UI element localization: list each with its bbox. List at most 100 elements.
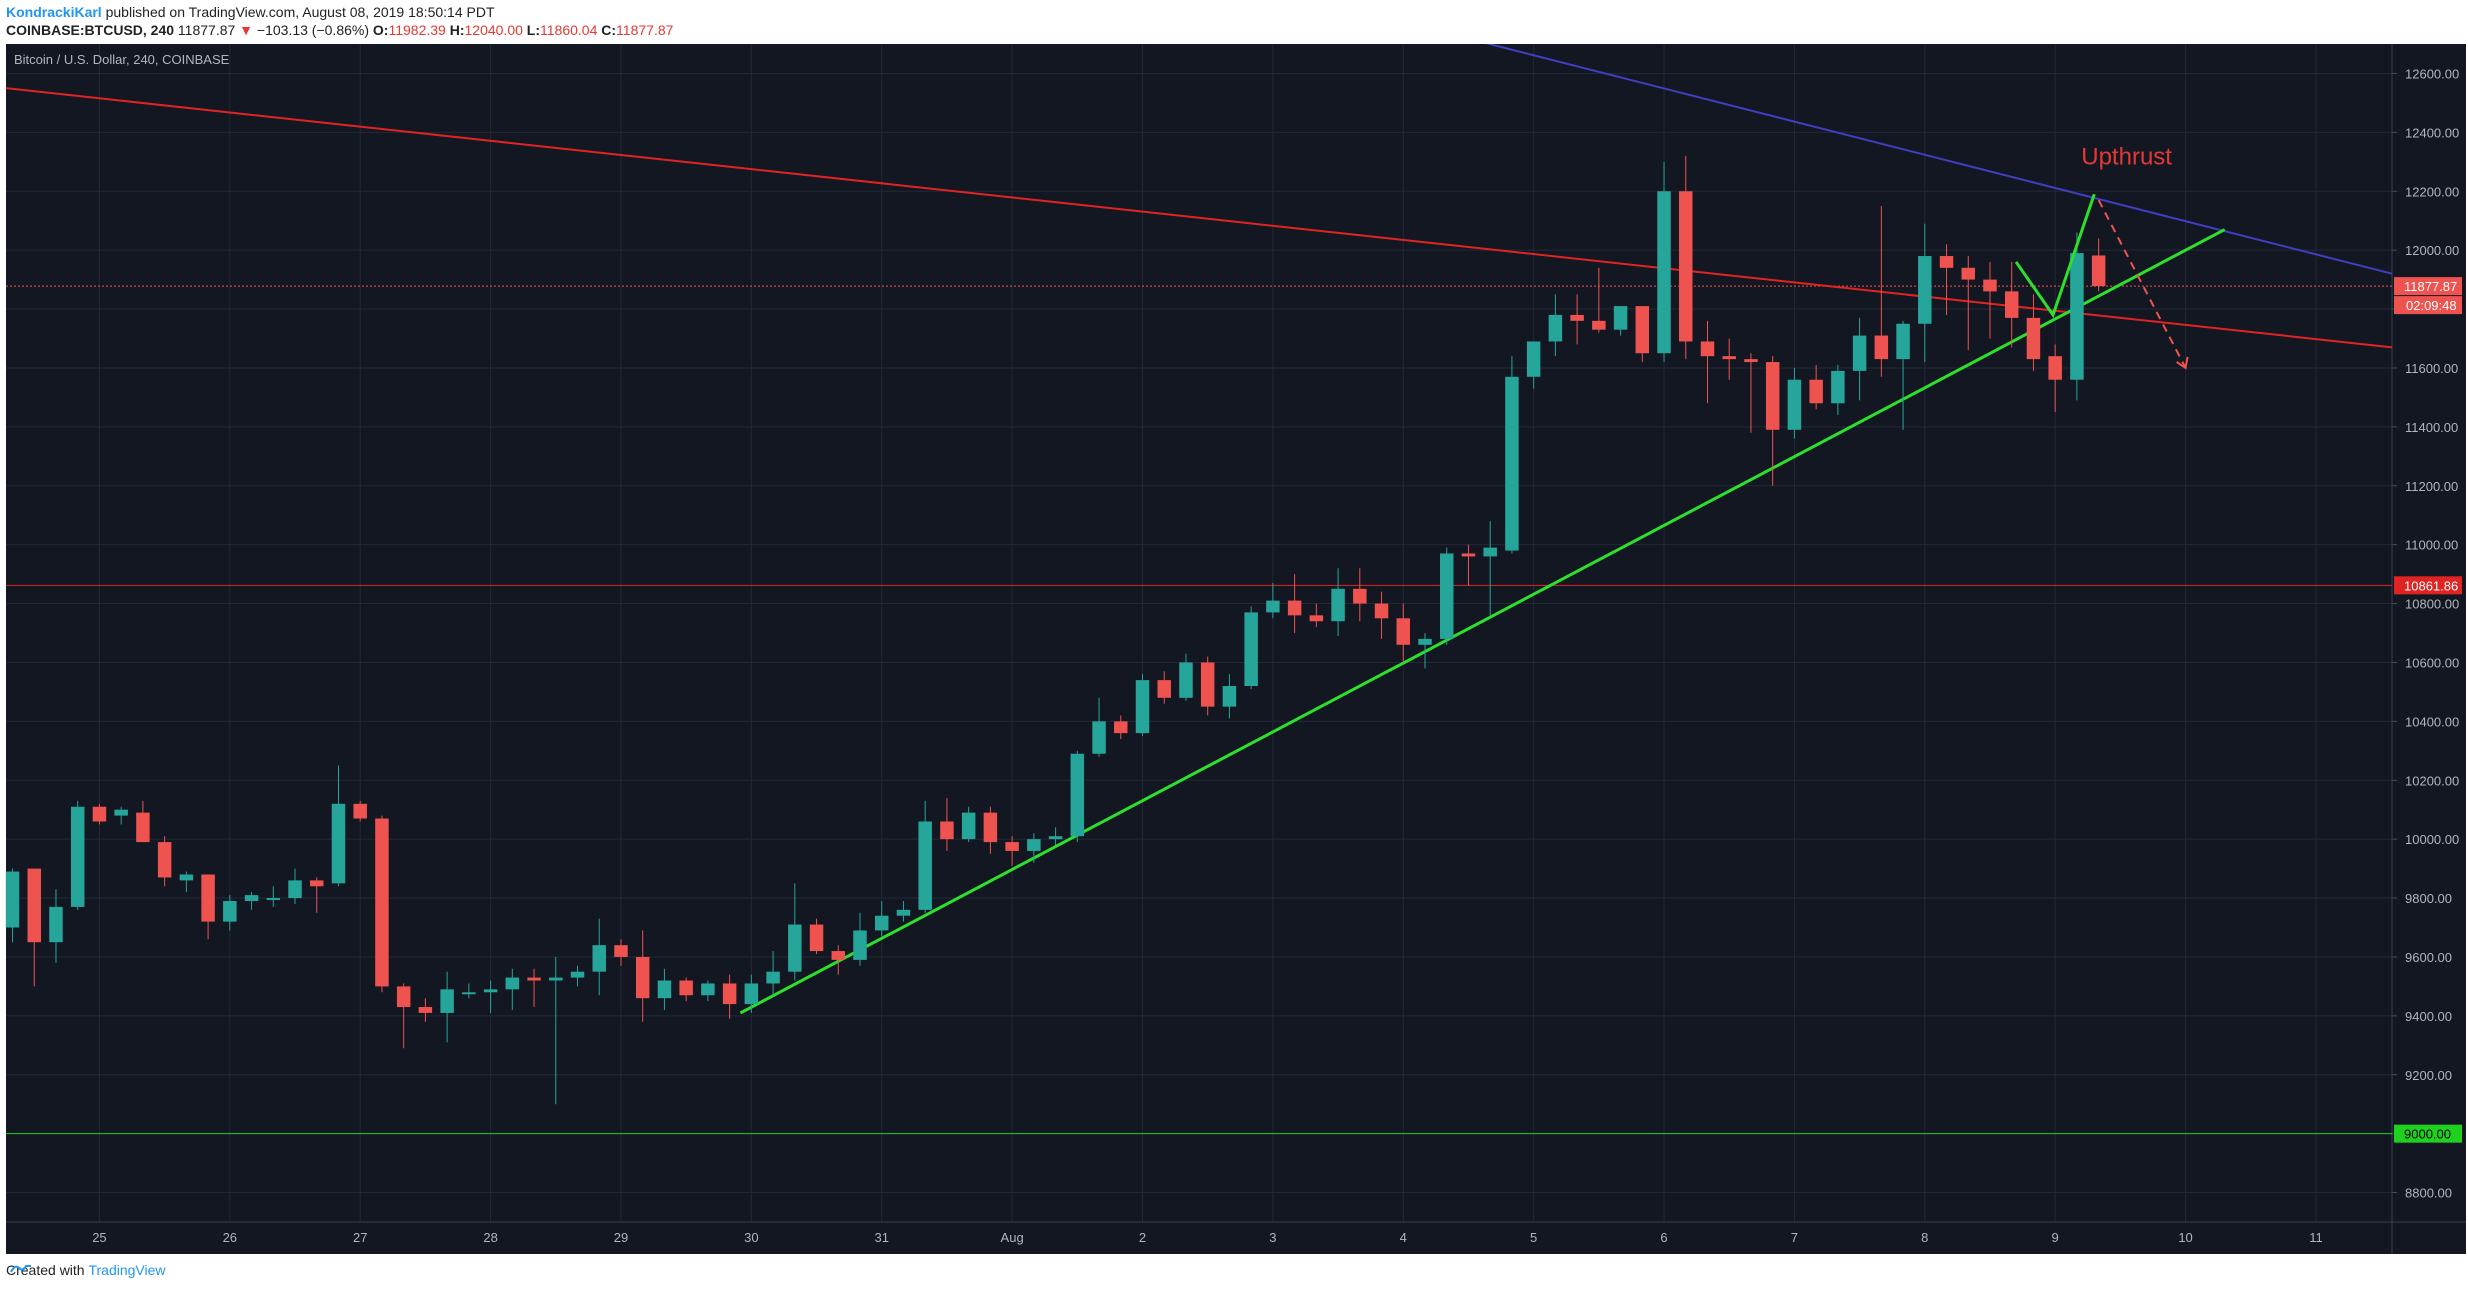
candle-body [353, 803, 367, 819]
candle-body [657, 980, 672, 999]
annotation-upthrust: Upthrust [2081, 144, 2172, 171]
candle-body [1548, 314, 1563, 342]
time-tick-label: 25 [92, 1230, 106, 1245]
projection-up-path [2014, 193, 2096, 319]
price-tick-label: 11600.00 [2405, 361, 2458, 376]
candle-body [788, 924, 802, 972]
candle-body [1331, 588, 1345, 622]
price-tick-label: 12000.00 [2405, 243, 2459, 258]
price-tick-label: 9200.00 [2405, 1068, 2452, 1083]
candle-body [223, 900, 237, 922]
candle-body [1722, 356, 1736, 360]
time-tick-label: 9 [2052, 1230, 2059, 1245]
candle-body [375, 818, 389, 987]
candle-body [874, 915, 889, 931]
candle-body [2070, 253, 2084, 380]
candle-body [1592, 320, 1606, 330]
candle-body [136, 812, 150, 843]
plot-background [6, 44, 2392, 1222]
candle-body [1526, 341, 1541, 377]
price-tick-label: 12200.00 [2405, 184, 2459, 199]
time-tick-label: 11 [2309, 1230, 2323, 1245]
price-label-text: 9000.00 [2404, 1127, 2451, 1142]
time-tick-label: 3 [1269, 1230, 1276, 1245]
candle-body [1374, 603, 1389, 619]
candle-body [92, 806, 107, 822]
open-value: 11982.39 [388, 22, 446, 38]
chart-title: Bitcoin / U.S. Dollar, 240, COINBASE [14, 52, 230, 67]
candle-body [1483, 547, 1497, 557]
chart-area[interactable]: 8800.00 9000.00 9200.00 9400.00 9600.00 9800.… [0, 44, 2468, 1254]
time-tick-label: 31 [875, 1230, 889, 1245]
trend-line [5, 87, 2393, 349]
time-tick-label: 26 [223, 1230, 237, 1245]
candle-body [1092, 721, 1106, 754]
candle-body [1874, 335, 1889, 360]
author-link[interactable]: KondrackiKarl [6, 4, 102, 20]
candle-body [179, 874, 194, 881]
time-tick-label: 30 [744, 1230, 758, 1245]
change-down-icon: ▼ [239, 22, 254, 38]
price-label-text: 10861.86 [2404, 578, 2458, 593]
high-value: 12040.00 [464, 22, 523, 38]
candle-body [331, 803, 346, 884]
candle-body [1070, 753, 1085, 837]
last-price: 11877.87 [177, 22, 236, 38]
candle-body [853, 930, 867, 960]
candle-body [1396, 618, 1411, 645]
candle-body [831, 951, 846, 960]
candle-body [1439, 553, 1454, 639]
candle-body [679, 980, 693, 996]
candle-body [27, 868, 41, 943]
candle-body [527, 977, 541, 981]
candle-body [1135, 680, 1150, 734]
price-tick-label: 10400.00 [2405, 714, 2459, 729]
time-tick-label: Aug [1001, 1230, 1024, 1245]
time-tick-label: 6 [1660, 1230, 1667, 1245]
candle-body [1765, 362, 1780, 430]
candle-body [288, 880, 302, 899]
time-tick-label: 28 [483, 1230, 497, 1245]
time-tick-label: 27 [353, 1230, 367, 1245]
price-tick-label: 10200.00 [2405, 773, 2459, 788]
candle-body [483, 989, 498, 993]
countdown-label-box [2394, 296, 2462, 315]
tradingview-logo-icon [10, 1265, 31, 1273]
ohlc-line: COINBASE:BTCUSD, 240 11877.87 ▼ −103.13 … [6, 22, 673, 38]
time-tick-label: 4 [1400, 1230, 1407, 1245]
candle-body [1200, 662, 1215, 707]
price-label-box [2394, 576, 2462, 595]
price-tick-label: 9400.00 [2405, 1009, 2452, 1024]
publish-info: published on TradingView.com, August 08,… [105, 4, 495, 20]
candle-body [766, 971, 780, 984]
time-tick-label: 5 [1530, 1230, 1537, 1245]
candle-body [570, 971, 585, 978]
candle-body [418, 1007, 433, 1013]
countdown-label-text: 02:09:48 [2406, 298, 2457, 313]
candle-body [722, 983, 737, 1005]
candle-body [2026, 317, 2041, 360]
candle-body [1744, 359, 1758, 363]
candle-body [396, 986, 411, 1008]
price-label-text: 11877.87 [2404, 279, 2457, 294]
candle-body [157, 842, 172, 878]
close-label: C: [601, 22, 617, 38]
time-tick-label: 2 [1139, 1230, 1146, 1245]
tradingview-link[interactable]: TradingView [88, 1262, 166, 1278]
candle-body [614, 945, 628, 957]
time-tick-label: 29 [614, 1230, 628, 1245]
candle-body [244, 895, 259, 901]
candlestick-chart[interactable]: 8800.00 9000.00 9200.00 9400.00 9600.00 9800.… [0, 44, 2468, 1254]
candle-body [1700, 341, 1715, 357]
projection-arrow-head [2176, 356, 2189, 370]
candle-body [1244, 612, 1258, 687]
candle-body [635, 956, 650, 999]
trend-line [739, 228, 2226, 1015]
chart-header: KondrackiKarl published on TradingView.c… [0, 0, 2468, 44]
price-tick-label: 11400.00 [2405, 420, 2458, 435]
candle-body [1852, 335, 1867, 371]
candle-body [1635, 306, 1650, 354]
symbol-label: COINBASE:BTCUSD, 240 [6, 22, 175, 38]
projection-down-path [2097, 199, 2187, 369]
price-tick-label: 11200.00 [2405, 479, 2458, 494]
